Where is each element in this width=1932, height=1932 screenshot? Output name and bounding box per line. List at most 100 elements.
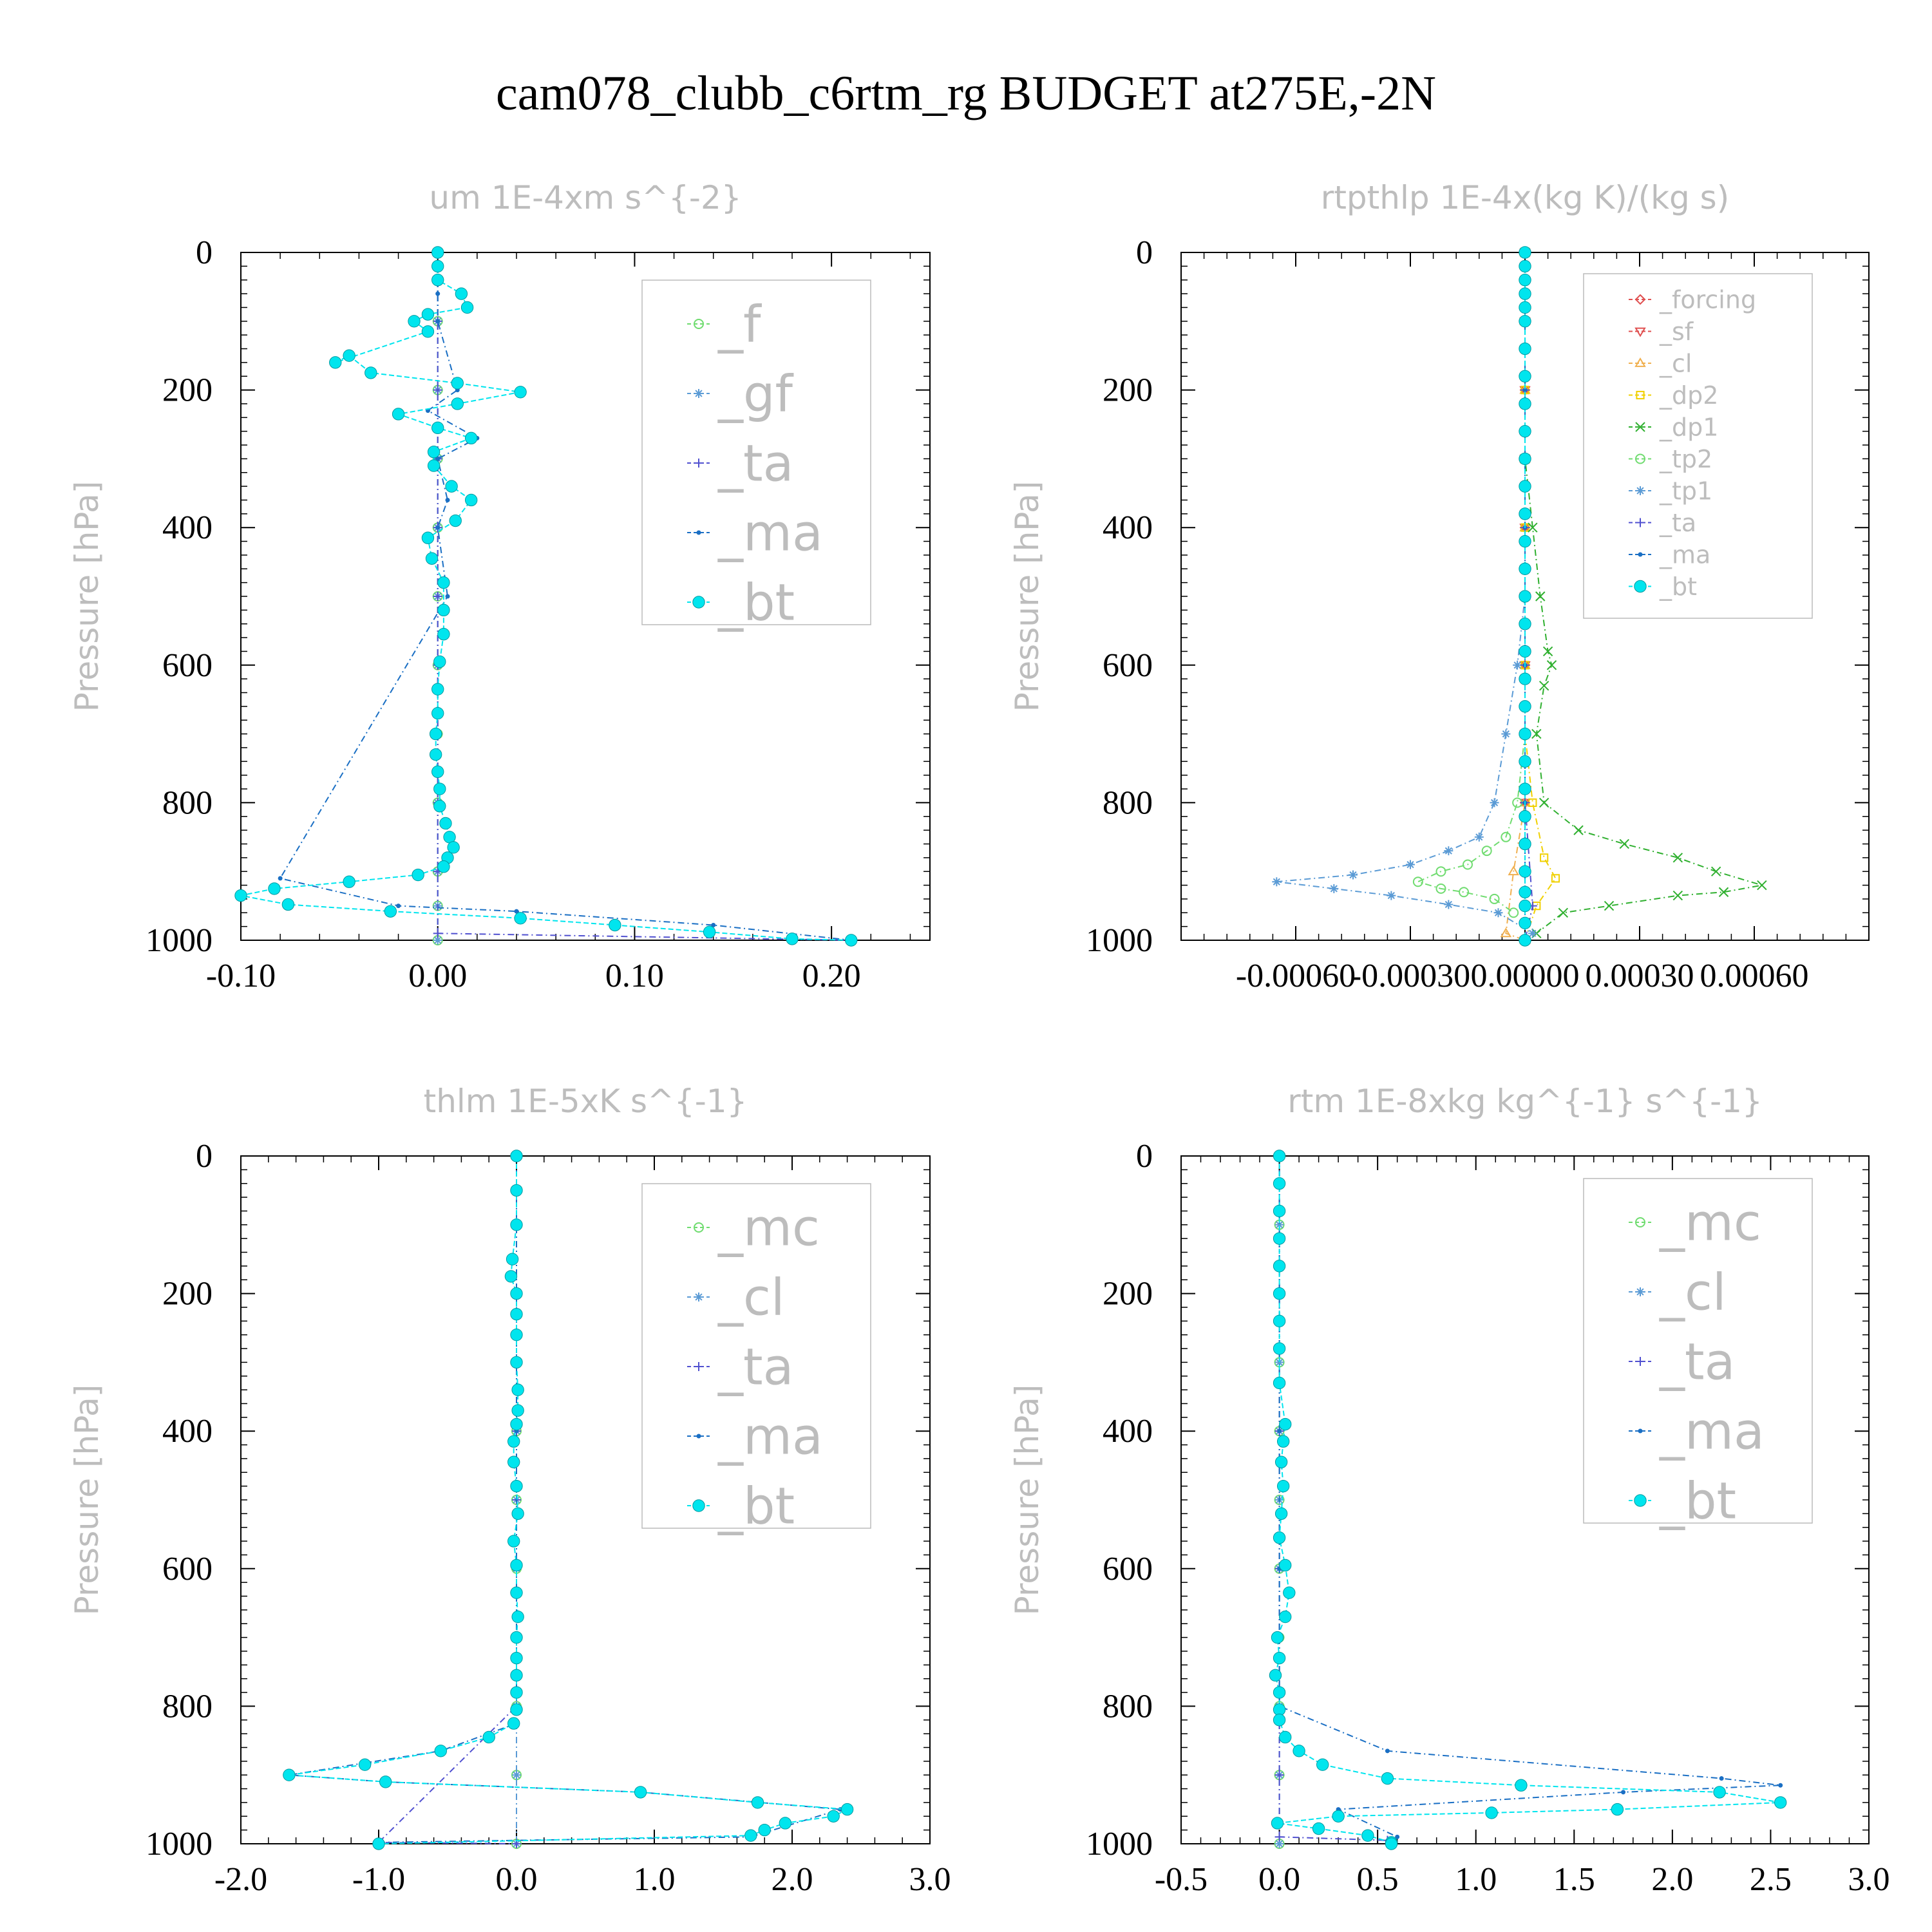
data-point (1444, 846, 1454, 856)
data-point (464, 431, 478, 445)
data-point (1519, 727, 1531, 741)
x-tick-label: 3.0 (909, 1861, 951, 1898)
x-tick-label: 0.00000 (1471, 958, 1580, 994)
y-axis-label: Pressure [hPa] (1009, 481, 1046, 712)
data-point (1273, 1204, 1286, 1218)
data-point (1435, 866, 1446, 877)
legend-label: _ma (717, 1408, 823, 1466)
data-point (1710, 866, 1721, 876)
data-point (396, 904, 401, 909)
data-point (437, 603, 450, 617)
data-point (451, 397, 464, 410)
data-point (507, 1717, 520, 1730)
data-point (1528, 929, 1537, 938)
data-point (278, 876, 283, 881)
data-point (1519, 274, 1531, 287)
legend-item-bt: _bt (1629, 573, 1697, 601)
legend-item-cl: _cl (1629, 1264, 1727, 1321)
data-point (1508, 866, 1519, 876)
x-tick-label: 2.0 (772, 1861, 813, 1898)
data-point (1672, 890, 1683, 901)
legend-label: _ta (717, 1338, 793, 1396)
data-point (840, 1803, 854, 1816)
data-point (1519, 886, 1531, 898)
x-tick-label: 2.5 (1750, 1861, 1792, 1898)
data-point (447, 841, 460, 854)
data-point (506, 1253, 519, 1265)
data-point (439, 817, 452, 830)
data-point (1406, 860, 1415, 869)
y-tick-label: 200 (162, 1276, 213, 1312)
data-point (1349, 870, 1358, 880)
data-point (1435, 883, 1446, 894)
data-point (510, 1218, 523, 1231)
data-point (1513, 660, 1522, 670)
x-tick-label: 1.0 (634, 1861, 676, 1898)
data-point (372, 1837, 385, 1850)
data-point (1519, 370, 1531, 383)
x-tick-label: 1.0 (1455, 1861, 1497, 1898)
data-point (1279, 1730, 1292, 1744)
data-point (1385, 1837, 1398, 1850)
x-tick-label: -0.5 (1155, 1861, 1208, 1898)
data-point (786, 933, 799, 945)
series-line (1278, 1156, 1392, 1844)
legend-marker (1636, 518, 1645, 527)
legend-label: _forcing (1659, 285, 1756, 314)
data-point (1489, 893, 1500, 904)
x-tick-label: -1.0 (352, 1861, 405, 1898)
data-point (1500, 927, 1512, 938)
data-point (779, 1817, 792, 1830)
data-point (751, 1796, 764, 1809)
data-point (421, 325, 435, 338)
y-axis-label: Pressure [hPa] (68, 1385, 106, 1616)
data-point (609, 918, 621, 932)
data-point (510, 1686, 523, 1699)
data-point (1273, 1232, 1286, 1245)
panel-title: rtpthlp 1E-4x(kg K)/(kg s) (1321, 179, 1729, 216)
x-tick-label: 0.00030 (1586, 958, 1694, 994)
data-point (1493, 908, 1503, 918)
data-point (1274, 1507, 1288, 1520)
series-ta (1274, 1151, 1396, 1848)
data-point (1485, 1806, 1498, 1819)
data-point (1519, 782, 1531, 795)
data-point (1277, 1428, 1282, 1434)
data-point (511, 1404, 524, 1417)
data-point (1531, 728, 1542, 739)
x-tick-label: -0.10 (206, 958, 276, 994)
legend-item-bt: _bt (1629, 1472, 1736, 1530)
data-point (1535, 591, 1546, 601)
legend-marker (696, 530, 701, 535)
y-tick-label: 600 (1103, 1551, 1153, 1587)
x-tick-label: 0.10 (605, 958, 664, 994)
data-point (1519, 452, 1531, 466)
legend-item-dp2: _dp2 (1629, 381, 1718, 410)
data-point (1778, 1783, 1783, 1788)
data-point (1519, 865, 1531, 878)
data-point (1519, 755, 1531, 768)
data-point (1519, 562, 1531, 575)
panel-title: rtm 1E-8xkg kg^{-1} s^{-1} (1287, 1083, 1763, 1120)
series-ta (374, 1151, 521, 1848)
x-tick-label: 0.00 (408, 958, 467, 994)
y-tick-label: 0 (1136, 234, 1153, 271)
y-tick-label: 400 (162, 509, 213, 546)
legend-marker (1634, 327, 1646, 337)
data-point (451, 377, 464, 390)
data-point (1539, 681, 1549, 691)
legend-label: _ta (717, 435, 793, 493)
data-point (412, 868, 424, 882)
data-point (425, 552, 439, 565)
series-tp2 (1412, 247, 1530, 918)
legend-item-gf: _gf (687, 365, 794, 423)
data-point (1546, 660, 1557, 670)
legend-label: _ma (1659, 1403, 1765, 1461)
chart-panel-1: um 1E-4xm s^{-2} Pressure [hPa] 0 200 400 600… (68, 179, 931, 994)
data-point (460, 301, 474, 314)
data-point (1519, 700, 1531, 713)
data-point (343, 349, 355, 362)
data-point (234, 889, 247, 902)
y-tick-label: 800 (162, 784, 213, 821)
legend-item-ta: _ta (1629, 1333, 1735, 1391)
